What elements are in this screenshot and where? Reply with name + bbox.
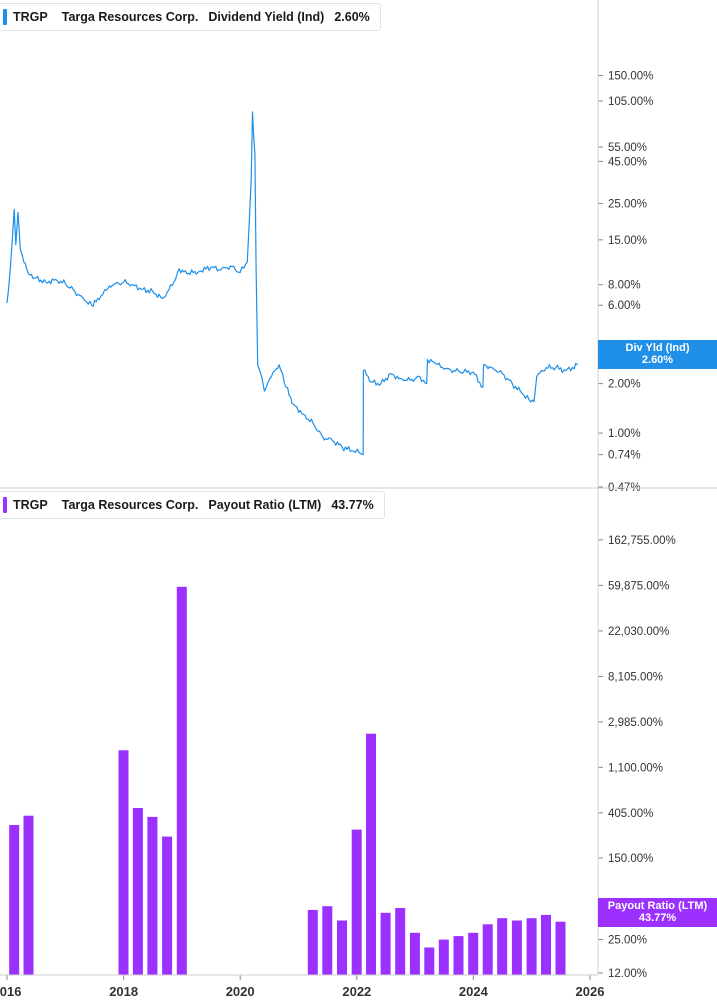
y-tick-label: 0.74% [608,450,641,462]
tag-value: 43.77% [638,912,677,924]
y-tick-label: 15.00% [608,235,647,247]
y-tick-label: 162,755.00% [608,535,676,547]
payout-bar [482,924,493,975]
payout-bar [147,816,158,975]
payout-bar [468,932,479,975]
payout-ratio-panel: 162,755.00% 59,875.00% 22,030.00% 8,105.00%… [0,535,676,999]
x-tick-label: 2020 [226,984,255,999]
payout-bar [526,918,537,975]
legend-value: 2.60% [334,10,370,24]
x-tick-label: 2016 [0,984,21,999]
payout-bar [322,906,333,975]
payout-bar [337,920,347,975]
line-swatch [3,9,7,25]
payout-bar [438,939,449,975]
x-tick-label: 2026 [576,984,605,999]
payout-bar [307,909,318,975]
payout-bar [118,750,129,975]
legend-metric: Dividend Yield (Ind) [208,10,325,24]
payout-bar [380,912,391,975]
y-tick-label: 8.00% [608,280,641,292]
y-tick-label: 59,875.00% [608,580,669,592]
y-tick-label: 8,105.00% [608,671,663,683]
payout-bar [511,920,522,975]
x-tick-label: 2024 [459,984,489,999]
div-yield-series-line [6,111,578,456]
legend-value: 43.77% [331,498,374,512]
tag-label: Div Yld (Ind) [625,342,690,354]
y-tick-label: 2.00% [608,379,641,391]
bar-swatch [3,497,7,513]
legend-ticker: TRGP [13,10,48,24]
y-tick-label: 1.00% [608,428,641,440]
payout-bar [162,836,173,975]
payout-ratio-value-tag: Payout Ratio (LTM) 43.77% [598,898,717,927]
y-tick-label: 22,030.00% [608,626,669,638]
y-tick-label: 25.00% [608,198,647,210]
y-tick-label: 105.00% [608,96,653,108]
tag-value: 2.60% [641,354,674,366]
y-tick-label: 2,985.00% [608,717,663,729]
y-tick-label: 405.00% [608,808,653,820]
y-tick-label: 1,100.00% [608,762,663,774]
tag-label: Payout Ratio (LTM) [607,900,708,912]
bottom-legend: TRGP Targa Resources Corp. Payout Ratio … [0,491,385,519]
payout-bar [541,914,551,975]
x-tick-label: 2022 [342,984,371,999]
payout-bar [453,936,464,975]
legend-company: Targa Resources Corp. [61,10,199,24]
y-tick-label: 150.00% [608,853,653,865]
payout-bar [176,586,187,975]
dividend-yield-panel: 150.00% 105.00% 55.00% 45.00% 25.00% 15.00% 8.… [6,70,653,494]
div-yield-value-tag: Div Yld (Ind) 2.60% [598,340,717,369]
payout-bar [497,918,508,975]
y-tick-label: 25.00% [608,935,647,947]
payout-bar [409,932,420,975]
legend-ticker: TRGP [13,498,48,512]
chart-frame [0,0,717,976]
y-tick-label: 12.00% [608,968,647,980]
payout-bar [351,829,362,975]
payout-bar [555,921,566,975]
y-tick-label: 6.00% [608,300,641,312]
y-tick-label: 150.00% [608,70,653,82]
y-tick-label: 45.00% [608,156,647,168]
payout-bar [9,825,20,975]
top-legend: TRGP Targa Resources Corp. Dividend Yiel… [0,3,381,31]
payout-bar [366,733,376,975]
legend-metric: Payout Ratio (LTM) [208,498,322,512]
payout-bar [23,815,34,975]
payout-bar [424,947,435,975]
y-tick-label: 55.00% [608,142,647,154]
payout-bar [132,808,143,975]
x-tick-label: 2018 [109,984,138,999]
payout-bar [395,908,406,975]
legend-company: Targa Resources Corp. [61,498,199,512]
